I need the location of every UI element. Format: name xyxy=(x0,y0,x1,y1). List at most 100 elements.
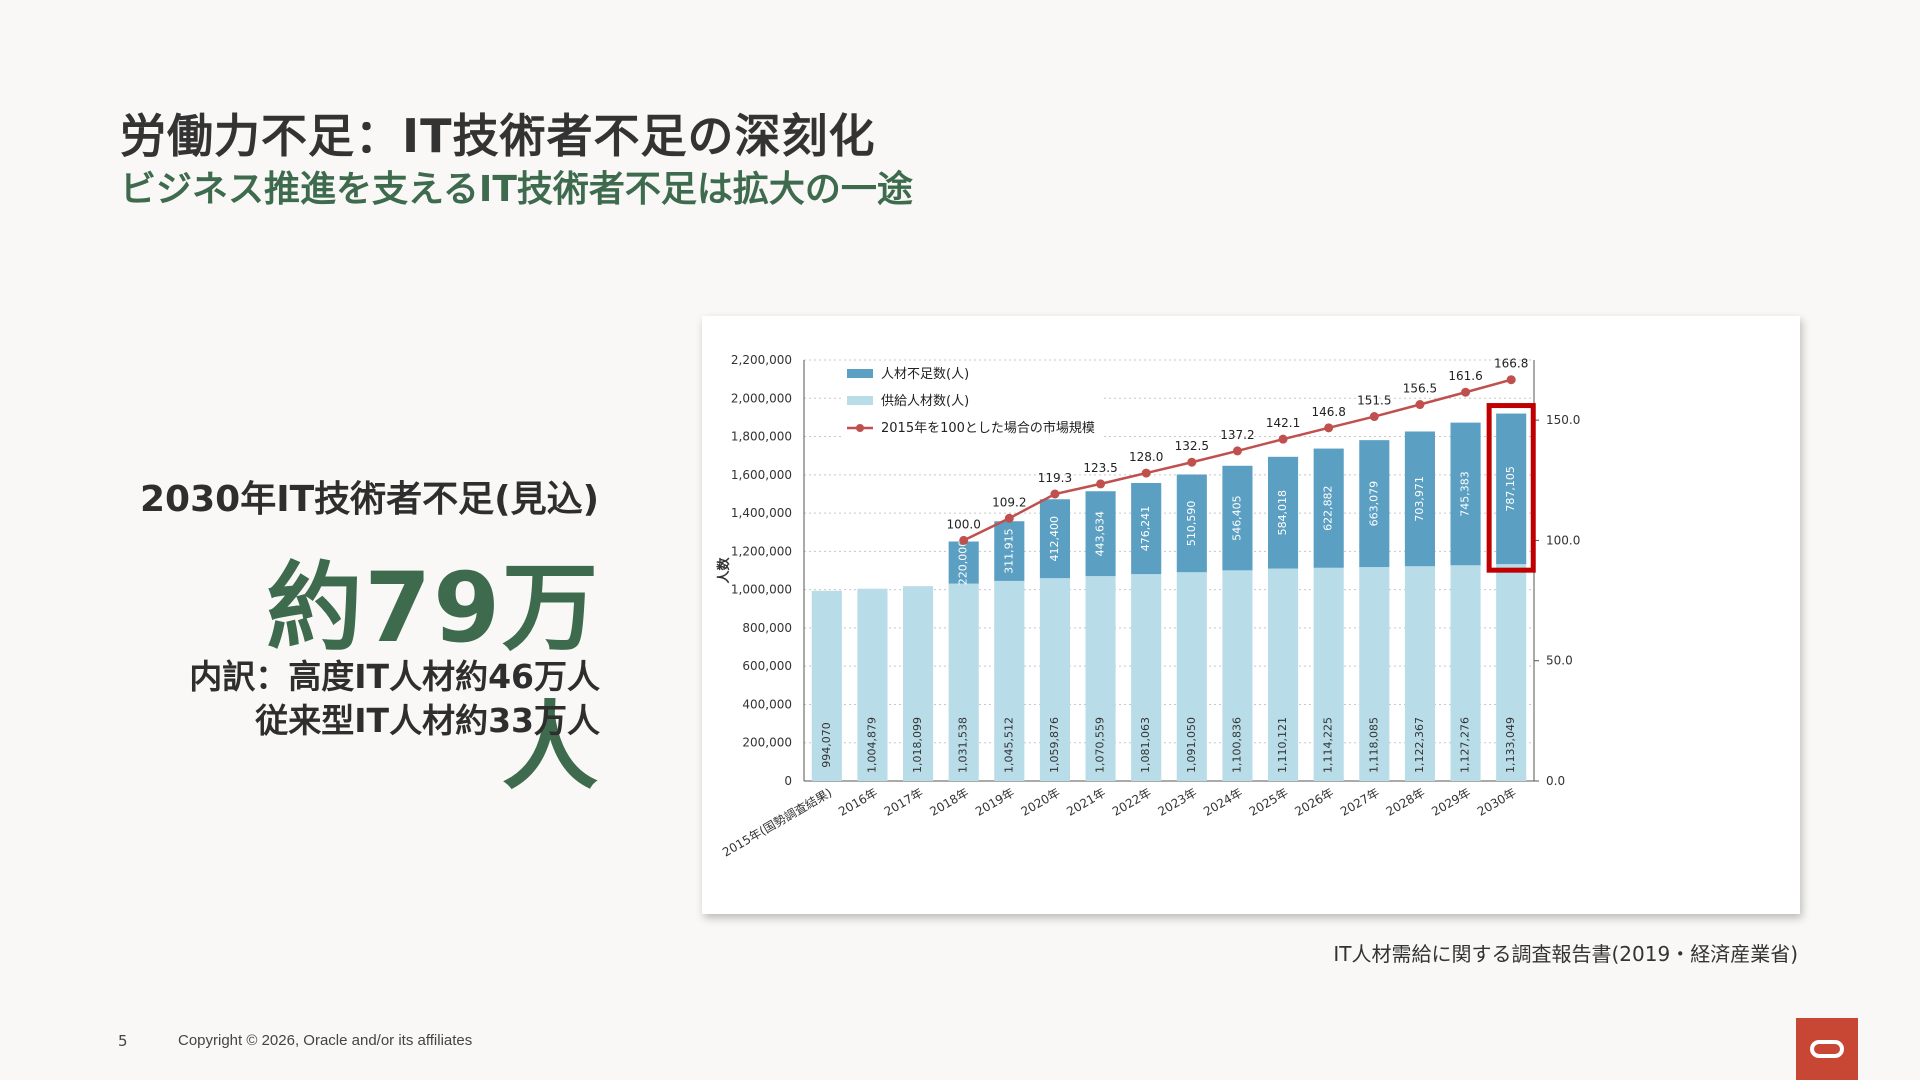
market-size-point xyxy=(1506,375,1516,385)
kpi-value: 約79万人 xyxy=(266,552,600,803)
y-tick-label: 2,200,000 xyxy=(731,353,792,367)
y-tick-label: 200,000 xyxy=(742,736,792,750)
x-tick-label: 2019年 xyxy=(973,785,1017,818)
bar-supply xyxy=(811,590,842,781)
bar-supply-label: 1,133,049 xyxy=(1504,717,1517,773)
legend-marker-market xyxy=(856,424,864,432)
bar-shortage-label: 443,634 xyxy=(1094,511,1107,557)
bar-shortage xyxy=(1176,474,1207,573)
legend-label-supply: 供給人材数(人) xyxy=(881,394,969,409)
bar-supply xyxy=(1359,567,1390,781)
y-axis-label: 人数 xyxy=(716,557,732,584)
bar-shortage-label: 412,400 xyxy=(1048,516,1061,562)
market-size-point xyxy=(1324,423,1334,433)
bar-supply-label: 1,091,050 xyxy=(1185,717,1198,773)
market-size-point xyxy=(1232,446,1242,456)
bar-supply xyxy=(1222,570,1253,781)
x-tick-label: 2016年 xyxy=(836,785,880,818)
y-tick-label: 1,600,000 xyxy=(731,468,792,482)
y2-tick-label: 50.0 xyxy=(1546,654,1573,668)
legend-swatch-shortage xyxy=(847,369,873,378)
market-size-label: 119.3 xyxy=(1038,471,1072,485)
oracle-logo xyxy=(1796,1018,1858,1080)
bar-supply-label: 1,004,879 xyxy=(865,717,878,773)
bar-shortage-label: 546,405 xyxy=(1230,495,1243,540)
bar-shortage xyxy=(1131,482,1162,575)
x-tick-label: 2024年 xyxy=(1201,785,1245,818)
x-tick-label: 2030年 xyxy=(1475,785,1519,818)
legend-label-shortage: 人材不足数(人) xyxy=(881,367,969,382)
bar-supply xyxy=(857,588,888,781)
bar-supply-label: 1,045,512 xyxy=(1002,717,1015,773)
bar-shortage xyxy=(1222,465,1253,571)
x-tick-label: 2018年 xyxy=(927,785,971,818)
bar-supply-label: 1,100,836 xyxy=(1230,717,1243,773)
copyright-text: Copyright © 2026, Oracle and/or its affi… xyxy=(178,1032,473,1049)
bar-supply xyxy=(1176,572,1207,781)
bar-supply xyxy=(1268,568,1299,781)
bar-shortage-label: 745,383 xyxy=(1459,471,1472,517)
x-tick-label: 2029年 xyxy=(1429,785,1473,818)
market-size-point xyxy=(1004,513,1014,523)
bar-supply xyxy=(948,583,979,781)
bar-shortage-label: 311,915 xyxy=(1002,528,1015,574)
y-tick-label: 0 xyxy=(784,774,792,788)
kpi-label: 2030年IT技術者不足(見込) xyxy=(140,479,600,520)
bar-shortage xyxy=(994,521,1025,581)
market-size-point xyxy=(1461,387,1471,397)
y2-tick-label: 150.0 xyxy=(1546,413,1580,427)
chart-card: 0 200,000 400,000 600,000 800,000 1,000,000 1,… xyxy=(702,316,1800,914)
bar-supply-label: 1,059,876 xyxy=(1048,717,1061,773)
bar-shortage xyxy=(1039,499,1070,579)
market-size-label: 146.8 xyxy=(1312,405,1346,419)
market-size-label: 151.5 xyxy=(1357,394,1391,408)
market-size-point xyxy=(1415,400,1425,410)
x-tick-label: 2015年(国勢調査結果) xyxy=(720,785,835,860)
bar-supply xyxy=(1450,565,1481,781)
bar-supply-label: 1,122,367 xyxy=(1413,717,1426,773)
oracle-logo-icon xyxy=(1810,1040,1844,1058)
bar-shortage-label: 220,000 xyxy=(957,540,970,586)
y-tick-label: 800,000 xyxy=(742,621,792,635)
it-shortage-chart: 0 200,000 400,000 600,000 800,000 1,000,000 1,… xyxy=(716,353,1580,860)
kpi-detail: 内訳：高度IT人材約46万人 従来型IT人材約33万人 xyxy=(120,655,600,743)
x-tick-label: 2028年 xyxy=(1384,785,1428,818)
market-size-label: 161.6 xyxy=(1448,369,1482,383)
market-size-point xyxy=(1278,434,1288,444)
bar-shortage-label: 787,105 xyxy=(1504,466,1517,512)
market-size-label: 123.5 xyxy=(1083,461,1117,475)
bar-shortage xyxy=(1085,491,1116,577)
source-citation: IT人材需給に関する調査報告書(2019・経済産業省) xyxy=(1333,942,1798,966)
bar-shortage-label: 476,241 xyxy=(1139,506,1152,552)
bar-shortage-label: 510,590 xyxy=(1185,501,1198,547)
market-size-point xyxy=(1369,412,1379,422)
bar-supply-label: 1,018,099 xyxy=(911,717,924,773)
bar-supply-label: 1,031,538 xyxy=(957,717,970,773)
bar-supply-label: 994,070 xyxy=(820,722,833,768)
y-tick-label: 1,000,000 xyxy=(731,583,792,597)
legend-background xyxy=(841,362,1101,446)
bar-shortage xyxy=(1496,413,1527,565)
y-tick-label: 1,800,000 xyxy=(731,430,792,444)
market-size-label: 137.2 xyxy=(1220,428,1254,442)
market-size-label: 128.0 xyxy=(1129,450,1163,464)
market-size-label: 166.8 xyxy=(1494,357,1528,371)
x-tick-label: 2023年 xyxy=(1155,785,1199,818)
bar-shortage xyxy=(1404,431,1435,567)
x-tick-label: 2022年 xyxy=(1110,785,1154,818)
market-size-label: 156.5 xyxy=(1403,382,1437,396)
kpi-detail-line-2: 従来型IT人材約33万人 xyxy=(255,701,600,740)
bar-supply-label: 1,114,225 xyxy=(1322,717,1335,773)
bar-supply xyxy=(1313,567,1344,781)
bar-supply-label: 1,070,559 xyxy=(1094,717,1107,773)
market-size-point xyxy=(1050,489,1060,499)
y2-tick-label: 100.0 xyxy=(1546,533,1580,547)
market-size-label: 132.5 xyxy=(1175,439,1209,453)
legend-label-market: 2015年を100とした場合の市場規模 xyxy=(881,420,1095,436)
market-size-point xyxy=(1187,457,1197,467)
x-tick-label: 2026年 xyxy=(1292,785,1336,818)
bar-shortage-label: 622,882 xyxy=(1322,485,1335,531)
bar-supply-label: 1,127,276 xyxy=(1459,717,1472,773)
bar-shortage-label: 703,971 xyxy=(1413,476,1426,522)
bar-supply xyxy=(1039,578,1070,781)
